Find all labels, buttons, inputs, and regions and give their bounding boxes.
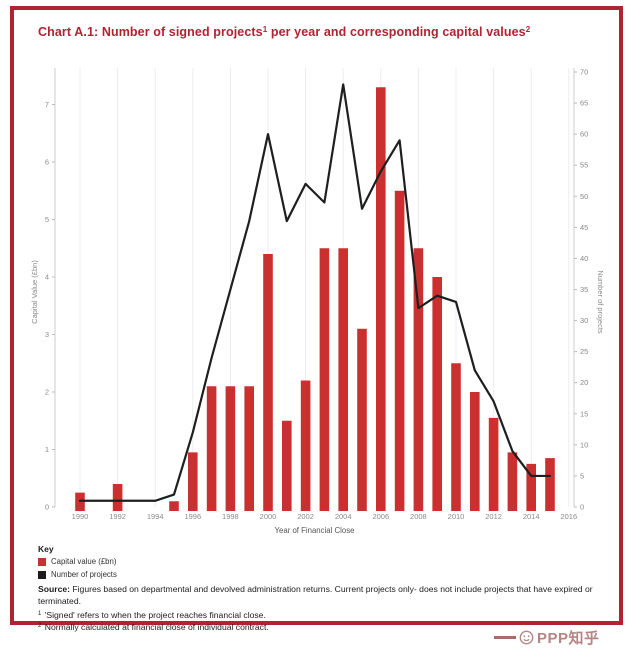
legend-heading: Key [38,544,54,554]
svg-text:2000: 2000 [260,512,277,521]
svg-text:Number of projects: Number of projects [596,270,605,334]
footnote-1-text: 'Signed' refers to when the project reac… [42,610,266,620]
svg-text:1992: 1992 [109,512,126,521]
watermark-text: PPP知乎 [537,630,600,647]
svg-text:0: 0 [45,503,49,512]
svg-text:2: 2 [45,388,49,397]
svg-text:Year of Financial Close: Year of Financial Close [275,526,355,535]
svg-text:35: 35 [580,285,588,294]
footnote-2: 2 Normally calculated at financial close… [38,622,269,632]
svg-text:2008: 2008 [410,512,427,521]
svg-text:2014: 2014 [523,512,540,521]
svg-text:2004: 2004 [335,512,352,521]
svg-text:5: 5 [45,215,49,224]
svg-text:25: 25 [580,347,588,356]
footnote-2-marker: 2 [38,623,42,629]
svg-text:45: 45 [580,223,588,232]
title-text-2: per year and corresponding capital value… [267,25,526,39]
svg-text:3: 3 [45,330,49,339]
footnote-1-marker: 1 [38,611,42,617]
svg-text:4: 4 [45,273,49,282]
title-footnote-marker-1: 1 [262,25,268,34]
title-footnote-marker-2: 2 [525,25,531,34]
legend-item-number-of-projects: Number of projects [38,570,117,579]
svg-text:7: 7 [45,100,49,109]
legend-item-capital-value: Capital value (£bn) [38,557,116,566]
svg-text:1994: 1994 [147,512,164,521]
svg-text:65: 65 [580,99,588,108]
footnote-2-text: Normally calculated at financial close o… [42,622,269,632]
svg-text:30: 30 [580,316,588,325]
projects-swatch-icon [38,570,46,579]
svg-text:10: 10 [580,440,588,449]
watermark-dash [494,636,516,639]
svg-text:1996: 1996 [184,512,201,521]
svg-text:40: 40 [580,254,588,263]
svg-text:1: 1 [45,445,49,454]
svg-text:50: 50 [580,192,588,201]
title-text: Chart A.1: Number of signed projects [38,25,263,39]
svg-text:20: 20 [580,378,588,387]
watermark: PPP知乎 [494,627,600,648]
face-icon [519,630,534,645]
svg-text:2006: 2006 [372,512,389,521]
svg-text:6: 6 [45,158,49,167]
svg-text:2016: 2016 [560,512,577,521]
source-label: Source: [38,584,70,594]
footnote-1: 1 'Signed' refers to when the project re… [38,610,266,620]
svg-text:1990: 1990 [72,512,89,521]
svg-text:0: 0 [580,503,584,512]
svg-text:15: 15 [580,409,588,418]
svg-text:55: 55 [580,161,588,170]
legend-label-capital-value: Capital value (£bn) [51,557,117,566]
svg-text:2010: 2010 [448,512,465,521]
svg-text:1998: 1998 [222,512,239,521]
svg-text:5: 5 [580,471,584,480]
source-body: Figures based on departmental and devolv… [38,584,593,606]
svg-text:Capital Value (£bn): Capital Value (£bn) [30,260,39,324]
chart-title: Chart A.1: Number of signed projects1 pe… [38,25,618,39]
svg-text:70: 70 [580,68,588,77]
svg-text:2002: 2002 [297,512,314,521]
svg-text:60: 60 [580,130,588,139]
capital-value-swatch-icon [38,557,46,566]
source-note: Source: Figures based on departmental an… [38,584,624,607]
chart-canvas: 0123456705101520253035404550556065701990… [30,68,605,536]
legend-label-number-of-projects: Number of projects [51,570,117,579]
chart-frame: Chart A.1: Number of signed projects1 pe… [10,6,624,632]
svg-text:2012: 2012 [485,512,502,521]
